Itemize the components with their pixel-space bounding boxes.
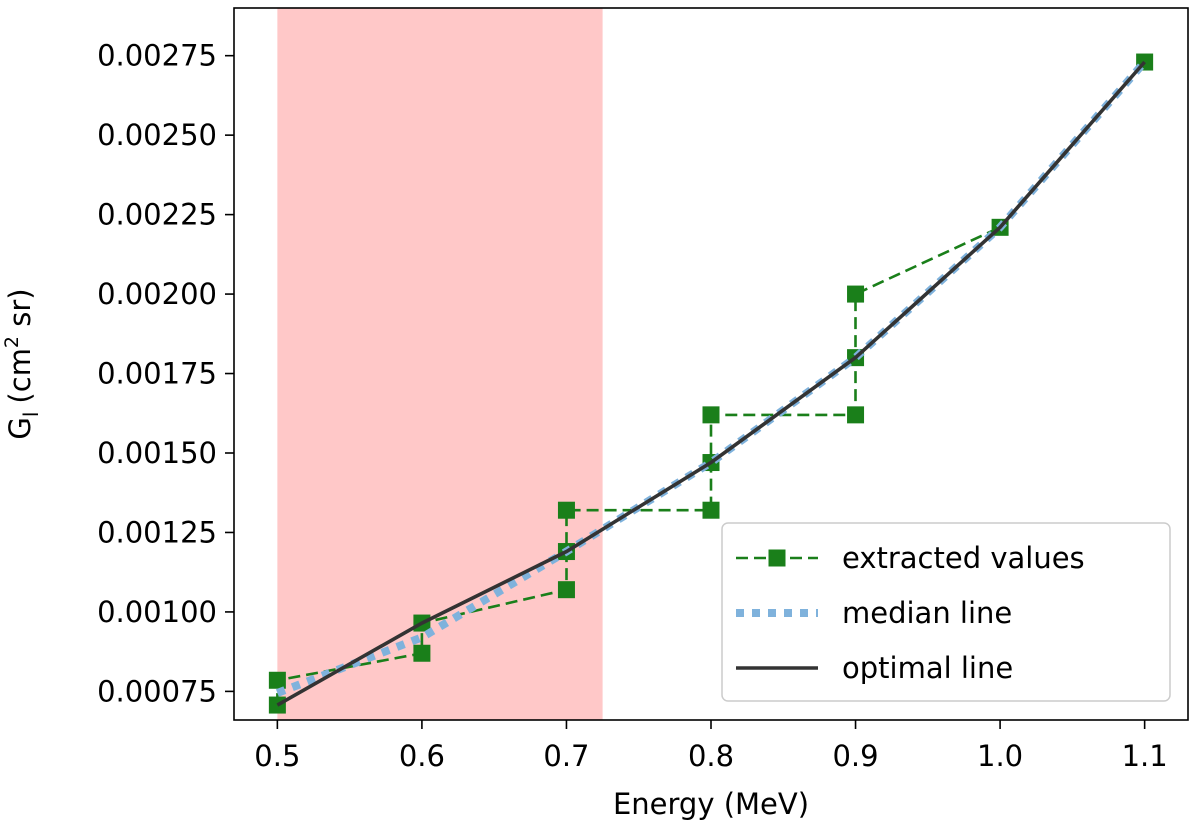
series-layer (268, 53, 1154, 714)
legend-label: extracted values (842, 541, 1085, 575)
series-line (276, 60, 1146, 707)
legend: extracted values median line optimal line (721, 522, 1171, 702)
y-axis-label-unit-suffix: sr) (3, 288, 37, 336)
y-tick-label: 0.00250 (97, 118, 217, 152)
y-axis-label: Gl (cm2 sr) (1, 288, 43, 439)
x-axis-label: Energy (MeV) (613, 787, 809, 821)
legend-items: extracted values median line optimal line (736, 541, 1085, 685)
legend-label: optimal line (842, 651, 1013, 685)
legend-item: median line (736, 596, 1012, 630)
series-line (276, 61, 1146, 706)
data-point (557, 581, 575, 599)
data-point (702, 406, 720, 424)
x-tick-label: 0.9 (832, 739, 878, 773)
legend-item: extracted values (736, 541, 1085, 575)
y-axis-label-sub: l (19, 412, 43, 418)
data-point (268, 696, 286, 714)
data-point (557, 501, 575, 519)
x-tick-label: 0.6 (399, 739, 445, 773)
y-axis-label-main: G (3, 417, 37, 439)
data-point (847, 285, 865, 303)
x-tick-label: 0.5 (254, 739, 300, 773)
x-axis: 0.5 0.6 0.7 0.8 0.9 1.0 1.1 (254, 720, 1168, 773)
x-tick-label: 0.7 (543, 739, 589, 773)
x-tick-label: 0.8 (688, 739, 734, 773)
y-axis-label-unit-prefix: (cm (3, 348, 37, 404)
y-tick-label: 0.00125 (97, 515, 217, 549)
y-tick-label: 0.00275 (97, 39, 217, 73)
y-axis-label-unit-sup: 2 (1, 336, 23, 348)
legend-item: optimal line (736, 651, 1013, 685)
data-point (413, 644, 431, 662)
x-tick-label: 1.0 (977, 739, 1023, 773)
data-point (702, 501, 720, 519)
y-tick-label: 0.00100 (97, 595, 217, 629)
series-optimal-line (276, 60, 1146, 707)
data-point (268, 671, 286, 689)
y-axis: 0.00075 0.00100 0.00125 0.00150 0.00175 0.002… (97, 39, 234, 708)
legend-box (721, 522, 1171, 702)
x-tick-label: 1.1 (1122, 739, 1168, 773)
y-tick-label: 0.00200 (97, 277, 217, 311)
y-tick-label: 0.00175 (97, 357, 217, 391)
legend-label: median line (842, 596, 1012, 630)
legend-marker (768, 549, 786, 567)
y-tick-label: 0.00075 (97, 674, 217, 708)
y-tick-label: 0.00225 (97, 198, 217, 232)
data-point (847, 406, 865, 424)
y-tick-label: 0.00150 (97, 436, 217, 470)
shaded-region (277, 8, 603, 720)
